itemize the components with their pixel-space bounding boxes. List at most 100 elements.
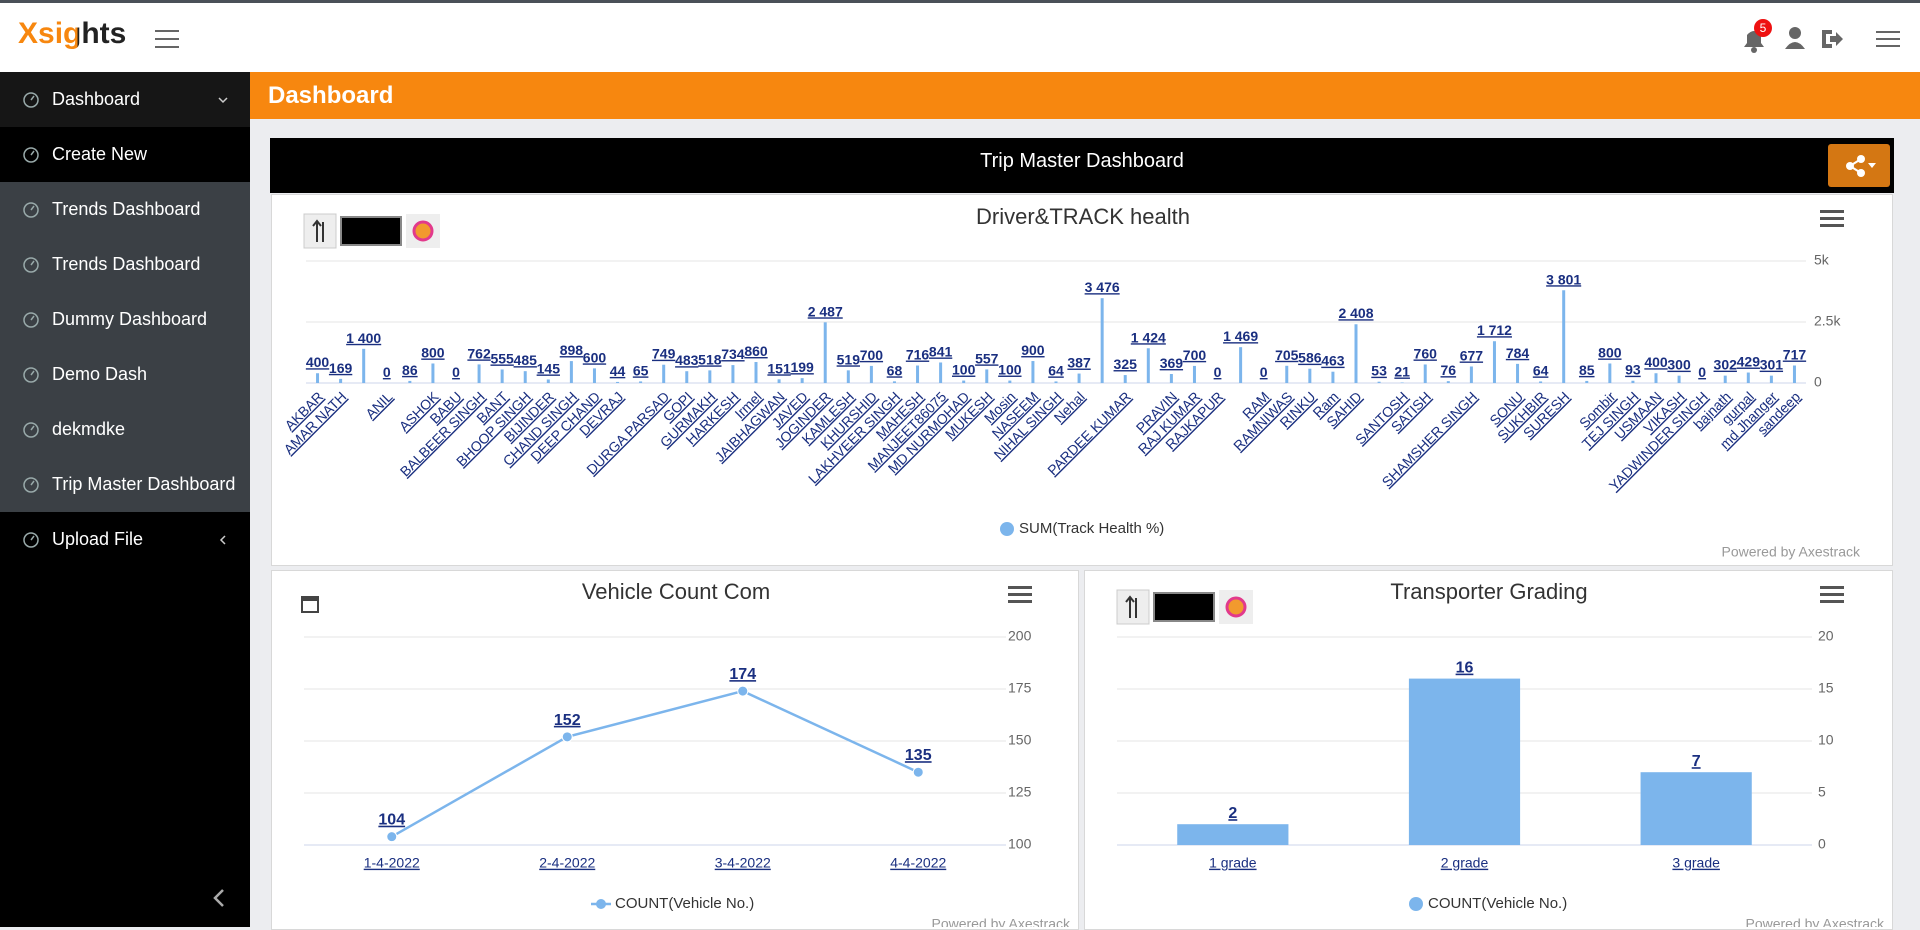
y-tick-label: 0 [1818,836,1826,852]
data-label: 387 [1067,355,1091,371]
data-label: 44 [610,363,626,379]
data-label: 716 [906,347,930,363]
y-tick-label: 2.5k [1814,313,1841,329]
point [561,731,573,743]
palette-icon [412,220,434,242]
bar [916,365,920,383]
sidebar-item[interactable]: Dummy Dashboard [0,292,250,347]
y-tick-label: 200 [1008,628,1032,644]
data-label: 760 [1414,345,1438,361]
data-label: 800 [421,344,445,360]
logo[interactable]: Xsights [18,17,126,51]
item-icon [23,422,39,438]
sidebar-item[interactable]: Demo Dash [0,347,250,402]
chart-menu [1820,586,1844,589]
share-button[interactable] [1828,144,1890,187]
calendar-icon [302,597,318,601]
sidebar-item[interactable]: Upload File [0,512,250,567]
chart-title: Transporter Grading [1390,579,1587,604]
data-label: 301 [1760,357,1784,373]
data-label: 68 [887,362,903,378]
data-label: 898 [560,342,584,358]
bar [1492,341,1496,383]
bar [662,364,666,383]
y-tick-label: 125 [1008,784,1032,800]
bar [777,379,781,383]
bar [846,370,850,383]
legend-label: SUM(Track Health %) [1019,520,1164,537]
data-label: 2 [1228,805,1237,822]
x-tick-label: 4-4-2022 [890,855,946,871]
data-label: 1 469 [1223,328,1258,344]
bar [731,365,735,383]
chart-menu [1820,210,1844,213]
item-label: Trip Master Dashboard [52,474,236,494]
bar [1123,375,1127,383]
sidebar-item[interactable]: Dashboard [0,72,250,127]
collapse-button[interactable] [212,888,226,908]
data-label: 3 801 [1546,271,1581,287]
data-label: 16 [1456,660,1474,677]
x-tick-label: 1 grade [1209,855,1257,871]
sidebar-item[interactable]: Trip Master Dashboard [0,457,250,512]
header-icons[interactable] [1740,25,1910,55]
swap-icon [1125,595,1137,618]
sidebar-item[interactable]: Create New [0,127,250,182]
data-label: 65 [633,362,649,378]
bar [1423,364,1427,383]
bar [1640,772,1752,845]
sidebar-item[interactable]: dekmdke [0,402,250,457]
item-icon [23,477,39,493]
bar [1031,361,1035,383]
y-tick-label: 15 [1818,680,1834,696]
data-label: 749 [652,346,676,362]
sidebar-item[interactable]: Trends Dashboard [0,182,250,237]
legend-label: COUNT(Vehicle No.) [615,895,754,912]
chart-menu [1008,586,1032,589]
item-icon [23,312,39,328]
swap-button [303,213,337,249]
chart-menu [1008,600,1032,603]
data-label: 135 [905,747,932,764]
bar [1285,365,1289,383]
point [386,831,398,843]
bar [823,322,827,383]
item-label: Dummy Dashboard [52,309,208,329]
data-label: 0 [1260,364,1268,380]
data-label: 0 [383,364,391,380]
color-picker [340,216,402,246]
data-label: 483 [675,352,699,368]
bar [1539,381,1543,383]
data-label: 485 [514,352,538,368]
bar [1469,366,1473,383]
x-tick-label: 3-4-2022 [715,855,771,871]
bar [616,381,620,383]
y-tick-label: 100 [1008,836,1032,852]
bar [1631,380,1635,383]
chart-menu [1820,224,1844,227]
y-tick-label: 10 [1818,732,1834,748]
y-tick-label: 5 [1818,784,1826,800]
data-label: 519 [837,351,861,367]
bar [523,371,527,383]
bar [708,370,712,383]
data-label: 2 487 [808,303,843,319]
y-tick-label: 20 [1818,628,1834,644]
bar [869,365,873,383]
bar [1408,678,1521,845]
bar [408,380,412,383]
menu-toggle[interactable] [155,29,181,49]
bar [1354,324,1358,383]
data-label: 100 [998,362,1022,378]
data-label: 145 [537,360,561,376]
bar [754,362,758,383]
sidebar-item[interactable]: Trends Dashboard [0,237,250,292]
data-label: 7 [1692,753,1701,770]
data-label: 199 [790,359,814,375]
data-label: 705 [1275,347,1299,363]
bar [1169,373,1173,383]
chart-panel [271,570,1079,930]
legend-label: COUNT(Vehicle No.) [1428,895,1567,912]
bar [1769,375,1773,383]
x-tick-label: 1-4-2022 [364,855,420,871]
